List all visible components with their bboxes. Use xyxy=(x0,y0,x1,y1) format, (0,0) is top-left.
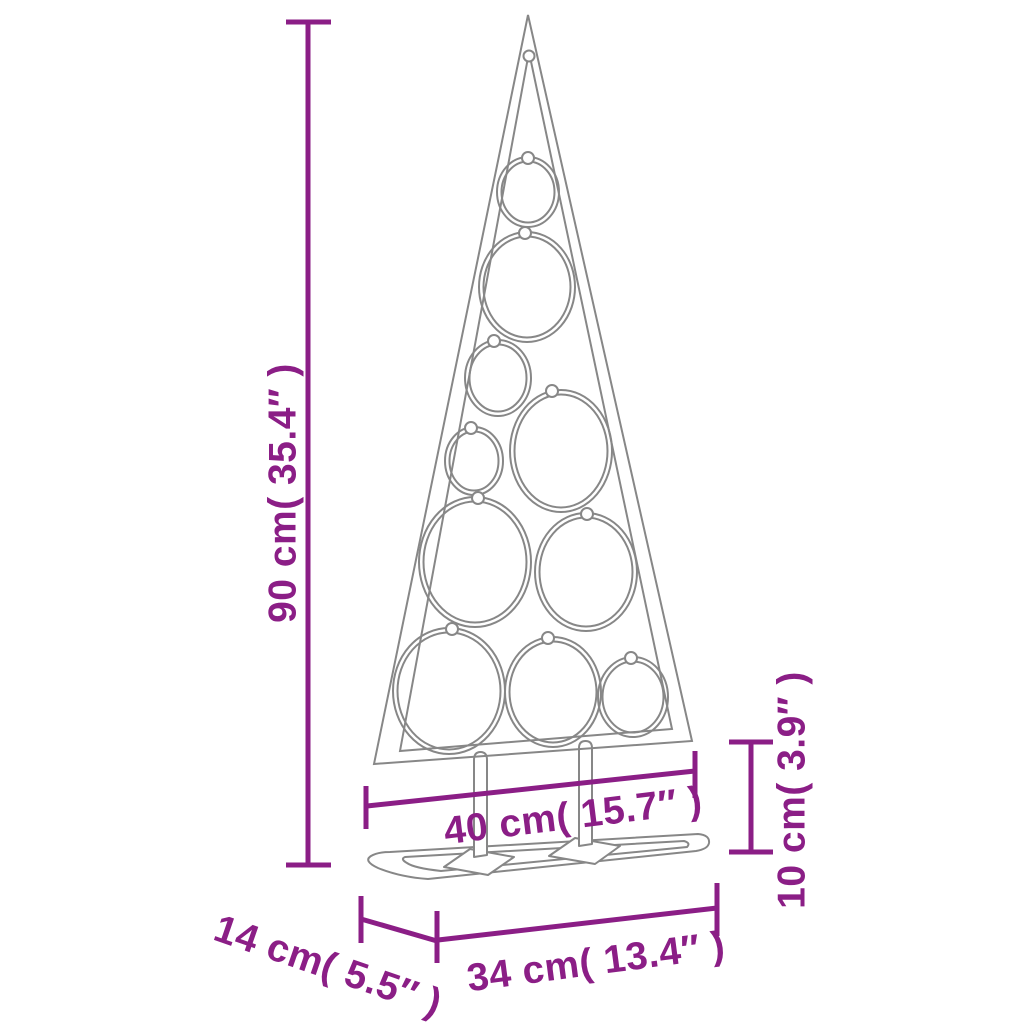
ring-1 xyxy=(496,151,560,228)
base-crossbar-left xyxy=(443,848,515,876)
ring-8 xyxy=(392,622,506,755)
ring-6 xyxy=(418,491,532,628)
ring-8-knob xyxy=(445,622,459,636)
ornament-rings xyxy=(392,151,669,755)
dimension-stand-height-10cm xyxy=(729,739,773,855)
base-plate xyxy=(367,833,711,880)
ring-2-knob xyxy=(518,226,532,240)
dimension-height-90cm xyxy=(286,19,331,868)
ring-5-knob xyxy=(464,421,478,435)
tree-frame-inner xyxy=(398,51,674,753)
stand-post-right xyxy=(578,740,593,847)
dimension-base-depth-14cm xyxy=(358,896,438,944)
base-plate-top-face xyxy=(401,839,690,873)
ring-1-knob xyxy=(521,151,535,165)
ring-3-knob xyxy=(487,334,501,348)
tree-frame-outer xyxy=(372,14,694,766)
ring-7 xyxy=(534,507,638,632)
ring-9 xyxy=(504,631,602,748)
dimension-base-length-34cm xyxy=(434,883,720,963)
dimension-line xyxy=(366,768,696,809)
dimension-label-stand-height: 10 cm( 3.9″ ) xyxy=(770,671,814,909)
ring-6-knob xyxy=(471,491,485,505)
ring-4-knob xyxy=(545,384,559,398)
ring-10 xyxy=(597,651,669,738)
ring-3 xyxy=(464,334,532,417)
base-crossbar-right xyxy=(548,837,621,865)
ring-9-knob xyxy=(541,631,555,645)
ring-7-knob xyxy=(580,507,594,521)
ring-10-knob xyxy=(624,651,638,665)
dimension-line xyxy=(360,916,438,944)
ring-4 xyxy=(509,384,613,513)
tree-frame xyxy=(372,14,694,766)
ring-5 xyxy=(444,421,504,496)
dimension-width-40cm xyxy=(363,751,698,829)
dimension-line xyxy=(437,905,718,943)
dimension-label-height: 90 cm( 35.4″ ) xyxy=(261,363,305,623)
apex-knob xyxy=(522,49,536,63)
ring-2 xyxy=(478,226,576,343)
